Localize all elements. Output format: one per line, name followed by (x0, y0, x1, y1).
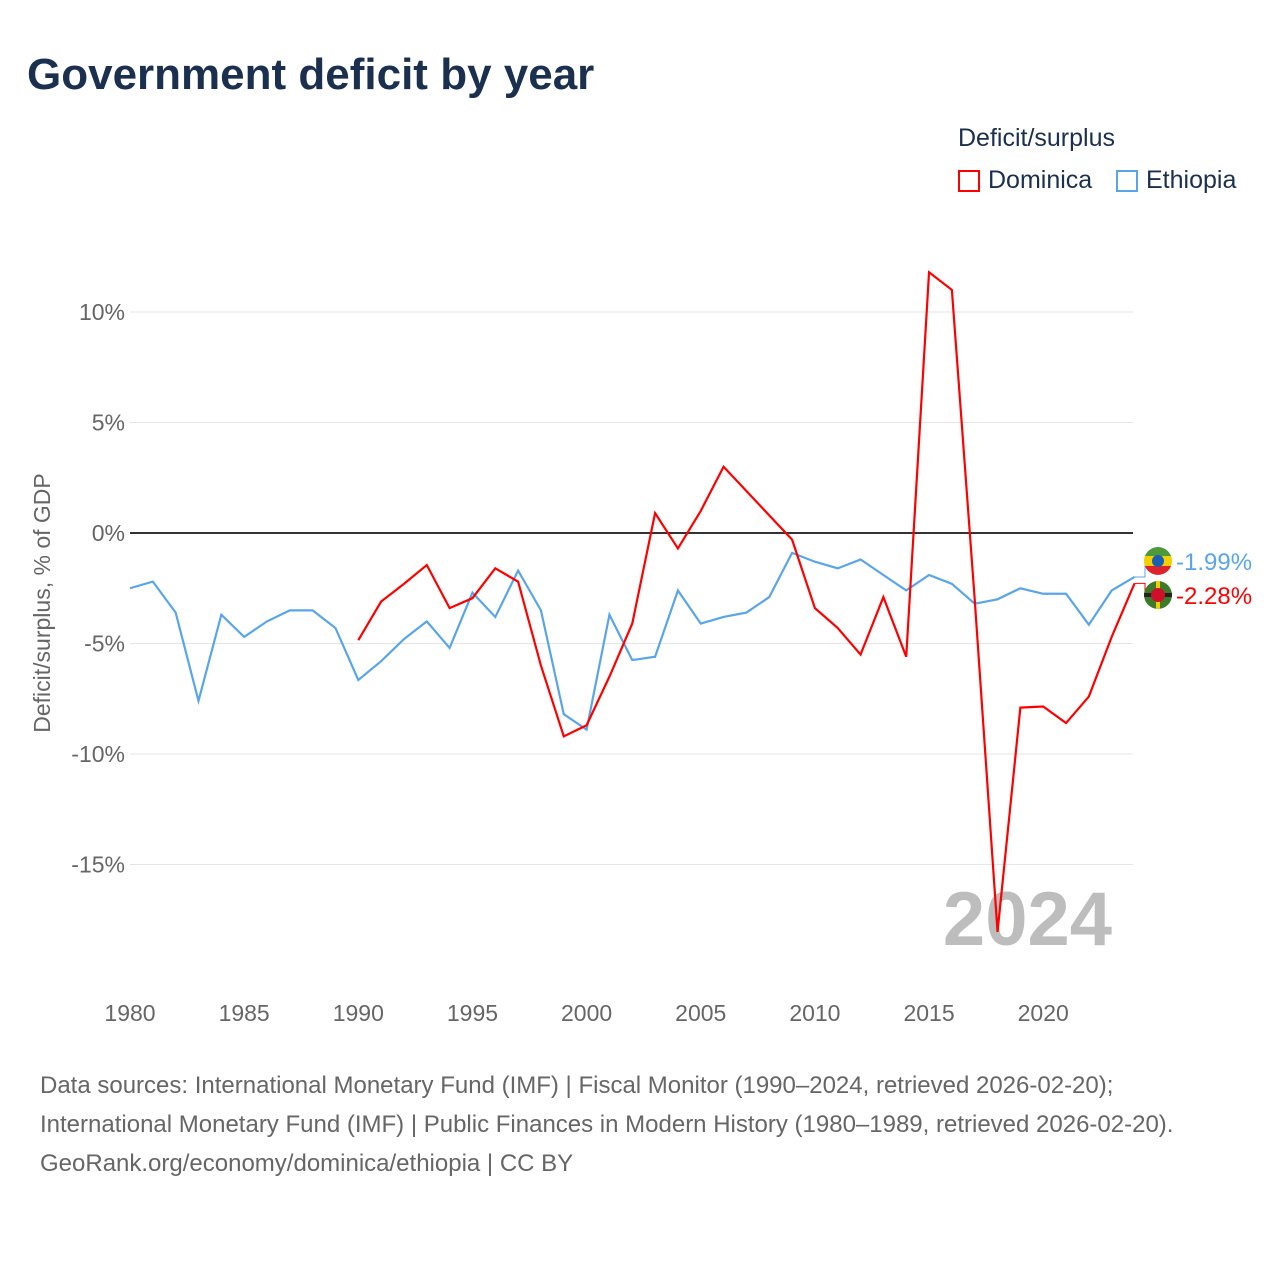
end-value-label: -1.99% (1176, 549, 1252, 576)
flag-dominica-icon (1144, 581, 1172, 609)
series-line-dominica[interactable] (357, 270, 1136, 933)
series-line-ethiopia[interactable] (129, 551, 1136, 732)
legend-label: Ethiopia (1146, 166, 1237, 194)
year-watermark: 2024 (943, 877, 1112, 962)
source-link[interactable]: GeoRank.org/economy/dominica/ethiopia | … (40, 1150, 574, 1177)
x-tick-label: 1990 (333, 1000, 384, 1026)
data-sources: Data sources: International Monetary Fun… (40, 1072, 1174, 1138)
y-tick-label: -10% (71, 741, 125, 767)
x-tick-label: 2015 (903, 1000, 954, 1026)
y-tick-label: 5% (92, 410, 125, 436)
footer: Data sources: International Monetary Fun… (40, 1066, 1240, 1183)
x-tick-label: 2010 (789, 1000, 840, 1026)
y-tick-label: 10% (79, 299, 125, 325)
x-tick-label: 1985 (219, 1000, 270, 1026)
flag-ethiopia-icon (1144, 547, 1172, 575)
x-tick-label: 1980 (104, 1000, 155, 1026)
chart-title: Government deficit by year (27, 50, 595, 99)
legend-label: Dominica (988, 166, 1093, 194)
y-tick-label: -5% (84, 631, 125, 657)
legend-swatch (1116, 169, 1138, 192)
plot-area: 10% 5% 0% -5% -10% -15% 1980 1985 1990 1995 2000 20… (29, 270, 1252, 1026)
legend-swatch (958, 169, 980, 192)
y-tick-label: -15% (71, 852, 125, 878)
x-tick-label: 2005 (675, 1000, 726, 1026)
legend-item-ethiopia[interactable]: Ethiopia (1116, 166, 1236, 195)
y-axis-label: Deficit/surplus, % of GDP (29, 473, 55, 732)
x-tick-label: 1995 (447, 1000, 498, 1026)
legend-item-dominica[interactable]: Dominica (958, 166, 1092, 195)
legend-title: Deficit/surplus (958, 124, 1115, 152)
end-value-label: -2.28% (1176, 583, 1252, 610)
y-tick-label: 0% (92, 520, 125, 546)
x-tick-label: 2020 (1018, 1000, 1069, 1026)
x-tick-label: 2000 (561, 1000, 612, 1026)
